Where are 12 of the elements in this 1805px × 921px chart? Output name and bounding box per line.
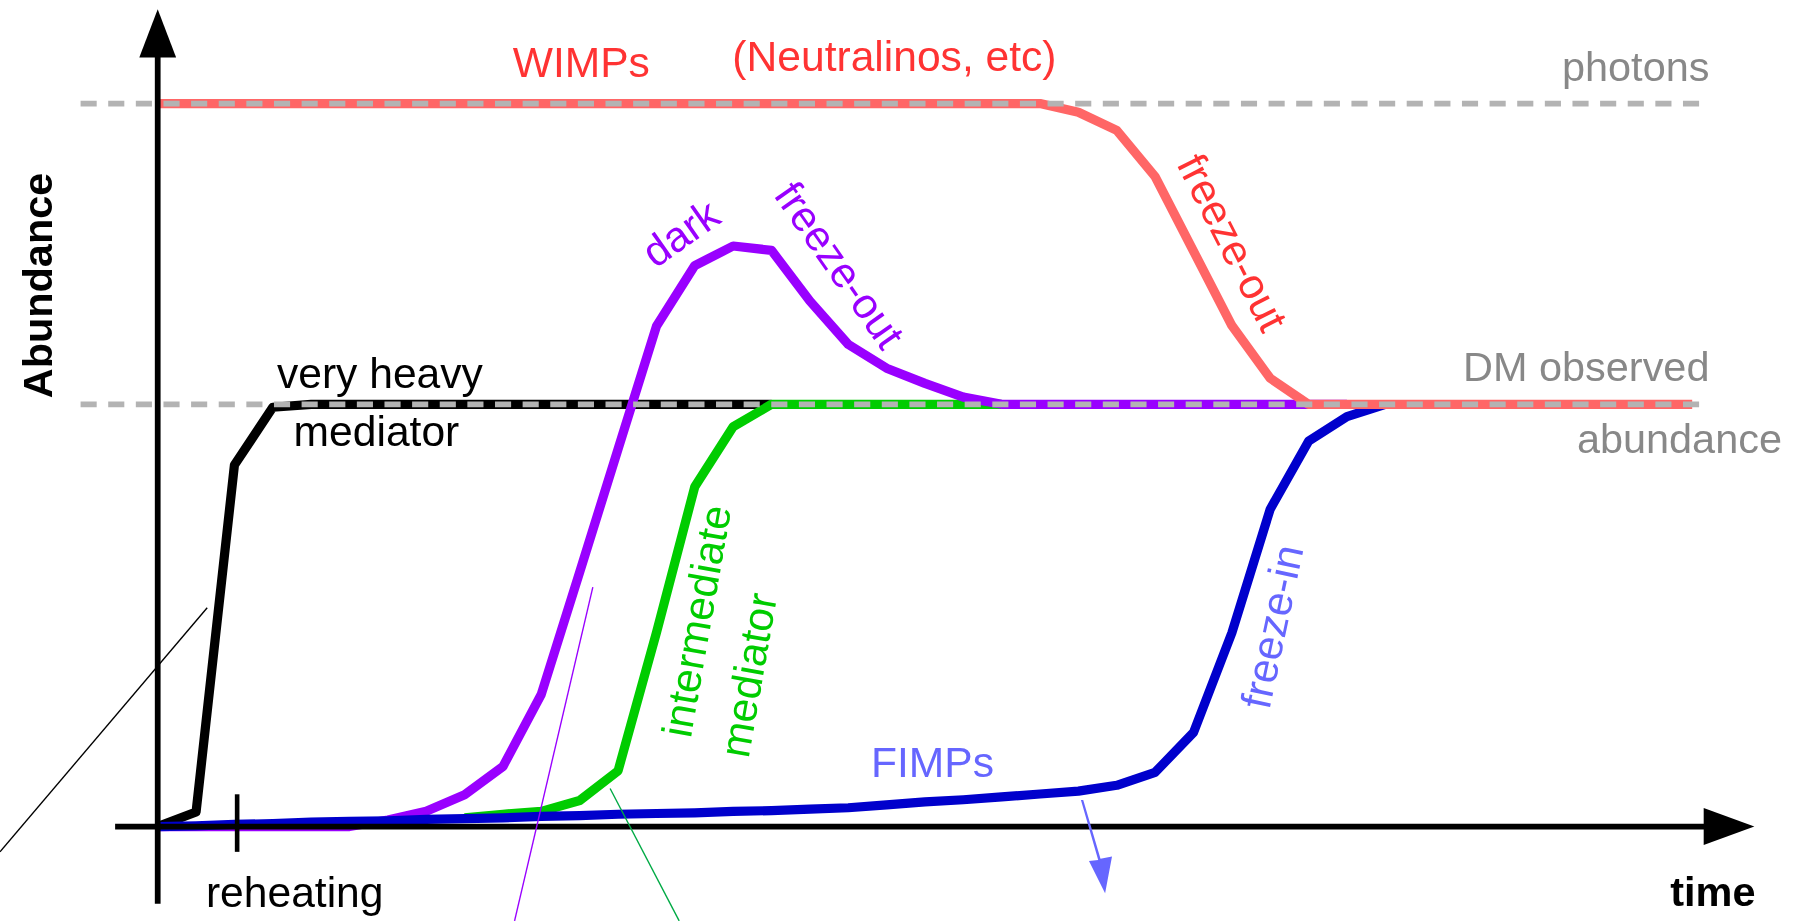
text: (Neutralinos, etc) <box>732 32 1057 81</box>
x-axis-title: time <box>1670 867 1756 915</box>
ref-line-label: photons <box>1561 42 1710 90</box>
ref-line-label: DM observed abundance <box>1463 343 1782 462</box>
annotation: dark <box>632 189 729 277</box>
y-axis-title: Abundance <box>13 172 61 399</box>
text: WIMPs <box>512 37 650 86</box>
annotation: FIMPs <box>870 737 994 786</box>
annotation: freeze-in <box>1231 540 1313 713</box>
annotation: very heavy <box>276 348 484 397</box>
text: reheating <box>205 867 384 916</box>
annotation: mediator <box>293 407 460 456</box>
